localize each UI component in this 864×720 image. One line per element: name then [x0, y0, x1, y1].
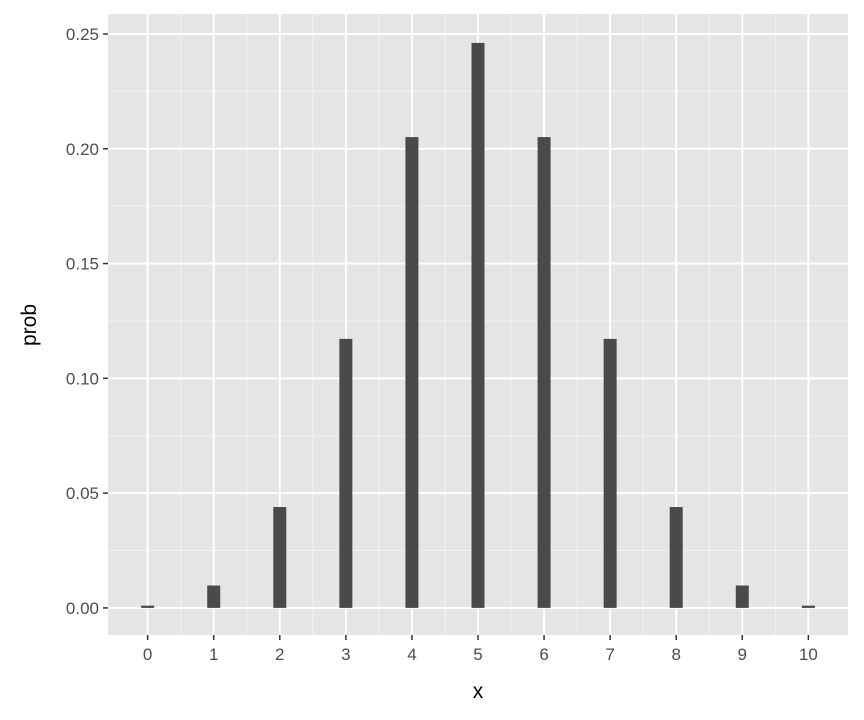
x-tick-label: 0	[143, 645, 152, 664]
y-axis-title: prob	[18, 304, 41, 346]
bar-x-4	[405, 137, 419, 608]
bar-x-2	[273, 507, 287, 608]
y-tick-label: 0.00	[66, 599, 99, 618]
x-tick-label: 6	[539, 645, 548, 664]
x-axis: 0 1 2 3 4 5 6 7 8 9 10	[143, 635, 818, 664]
x-tick-label: 9	[738, 645, 747, 664]
bar-x-3	[339, 338, 353, 608]
x-tick-label: 7	[605, 645, 614, 664]
bar-x-10	[801, 605, 815, 608]
bars	[141, 42, 815, 608]
y-tick-label: 0.20	[66, 140, 99, 159]
bar-x-6	[537, 137, 551, 608]
x-tick-label: 10	[799, 645, 818, 664]
bar-x-1	[207, 585, 221, 608]
x-tick-label: 4	[407, 645, 416, 664]
bar-x-9	[735, 585, 749, 608]
y-tick-label: 0.25	[66, 25, 99, 44]
bar-x-7	[603, 338, 617, 608]
x-tick-label: 1	[209, 645, 218, 664]
y-axis: 0.00 0.05 0.10 0.15 0.20 0.25	[66, 25, 108, 618]
x-tick-label: 3	[341, 645, 350, 664]
y-tick-label: 0.05	[66, 484, 99, 503]
bar-x-0	[141, 605, 155, 608]
bar-x-8	[669, 507, 683, 608]
y-tick-label: 0.15	[66, 255, 99, 274]
x-tick-label: 2	[275, 645, 284, 664]
bar-x-5	[471, 42, 485, 608]
x-axis-title: x	[473, 680, 484, 703]
y-tick-label: 0.10	[66, 369, 99, 388]
x-tick-label: 8	[671, 645, 680, 664]
x-tick-label: 5	[473, 645, 482, 664]
